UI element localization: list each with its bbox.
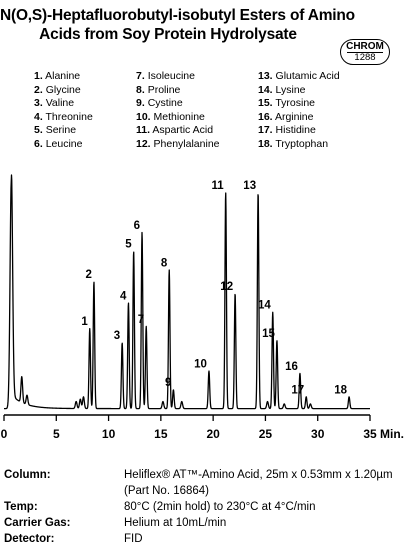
legend-item: 9. Cystine bbox=[136, 97, 183, 110]
title-line-1: N(O,S)-Heptafluorobutyl-isobutyl Esters … bbox=[0, 7, 355, 24]
peak-label: 10 bbox=[194, 358, 207, 370]
peak-label: 9 bbox=[165, 377, 171, 389]
legend-item: 16. Arginine bbox=[258, 110, 314, 123]
peak-label: 3 bbox=[114, 330, 120, 342]
x-tick-label: 30 bbox=[311, 427, 325, 441]
spec-value: FID bbox=[124, 533, 143, 545]
peak-label: 2 bbox=[86, 269, 92, 281]
peak-label: 1 bbox=[81, 316, 88, 328]
peak-label: 7 bbox=[138, 314, 144, 326]
legend-item: 7. Isoleucine bbox=[136, 70, 195, 82]
legend-item: 12. Phenylalanine bbox=[136, 137, 220, 150]
x-tick-label: 0 bbox=[1, 427, 8, 441]
x-tick-label: 25 bbox=[259, 427, 273, 441]
x-tick-label: 5 bbox=[53, 427, 60, 441]
legend-item: 3. Valine bbox=[34, 97, 75, 110]
spec-value: Heliflex® AT™-Amino Acid, 25m x 0.53mm x… bbox=[124, 469, 393, 481]
spec-row-column: Column: Heliflex® AT™-Amino Acid, 25m x … bbox=[4, 469, 393, 497]
x-tick-label: 15 bbox=[154, 427, 168, 441]
peak-label: 14 bbox=[258, 300, 271, 312]
legend-item: 6. Leucine bbox=[34, 137, 83, 150]
peak-label: 17 bbox=[291, 384, 304, 396]
legend-item: 11. Aspartic Acid bbox=[136, 124, 214, 137]
spec-row-temp: Temp: 80°C (2min hold) to 230°C at 4°C/m… bbox=[4, 501, 316, 513]
legend-item: 18. Tryptophan bbox=[258, 137, 329, 150]
spec-row-detector: Detector: FID bbox=[4, 533, 143, 545]
legend-item: 14. Lysine bbox=[258, 83, 306, 96]
peak-label: 4 bbox=[120, 290, 127, 302]
legend-item: 10. Methionine bbox=[136, 110, 205, 123]
peak-label: 5 bbox=[125, 239, 132, 251]
legend-item: 15. Tyrosine bbox=[258, 97, 316, 110]
legend-column-3: 13. Glutamic Acid 14. Lysine 15. Tyrosin… bbox=[258, 70, 340, 152]
legend-column-2: 7. Isoleucine 8. Proline 9. Cystine 10. … bbox=[136, 70, 220, 152]
chromatogram-trace bbox=[3, 174, 371, 410]
spec-row-carrier-gas: Carrier Gas: Helium at 10mL/min bbox=[4, 517, 227, 529]
legend-item: 1. Alanine bbox=[34, 70, 81, 82]
legend-item: 2. Glycine bbox=[34, 83, 81, 96]
peak-label: 13 bbox=[243, 180, 256, 192]
peak-label: 8 bbox=[161, 257, 168, 269]
peak-label: 6 bbox=[134, 220, 140, 232]
legend-item: 4. Threonine bbox=[34, 110, 93, 123]
legend-item: 13. Glutamic Acid bbox=[258, 70, 340, 82]
x-axis-unit: Min. bbox=[380, 427, 404, 441]
chromatogram: 0 5 10 15 20 25 30 35 Min.1234567891011121314151… bbox=[1, 174, 404, 441]
peak-label: 18 bbox=[334, 384, 347, 396]
peak-label: 12 bbox=[220, 281, 233, 293]
legend-item: 17. Histidine bbox=[258, 124, 316, 137]
legend-column-1: 1. Alanine 2. Glycine 3. Valine 4. Threo… bbox=[34, 70, 93, 152]
spec-value: (Part No. 16864) bbox=[124, 485, 210, 497]
chart-title: N(O,S)-Heptafluorobutyl-isobutyl Esters … bbox=[0, 6, 355, 44]
legend-item: 8. Proline bbox=[136, 83, 181, 96]
title-line-2: Acids from Soy Protein Hydrolysate bbox=[39, 26, 297, 43]
legend-item: 5. Serine bbox=[34, 124, 77, 137]
badge-number: 1288 bbox=[347, 52, 383, 63]
badge-top: CHROM bbox=[346, 41, 384, 52]
spec-value: 80°C (2min hold) to 230°C at 4°C/min bbox=[124, 501, 316, 513]
spec-value: Helium at 10mL/min bbox=[124, 517, 227, 529]
peak-label: 11 bbox=[212, 180, 225, 192]
peak-label: 15 bbox=[262, 328, 275, 340]
chrom-badge: CHROM 1288 bbox=[340, 39, 390, 65]
x-tick-label: 20 bbox=[206, 427, 220, 441]
x-tick-label: 10 bbox=[102, 427, 116, 441]
method-specs: Column: Heliflex® AT™-Amino Acid, 25m x … bbox=[4, 467, 393, 547]
x-tick-label: 35 bbox=[363, 427, 377, 441]
peak-label: 16 bbox=[285, 361, 298, 373]
